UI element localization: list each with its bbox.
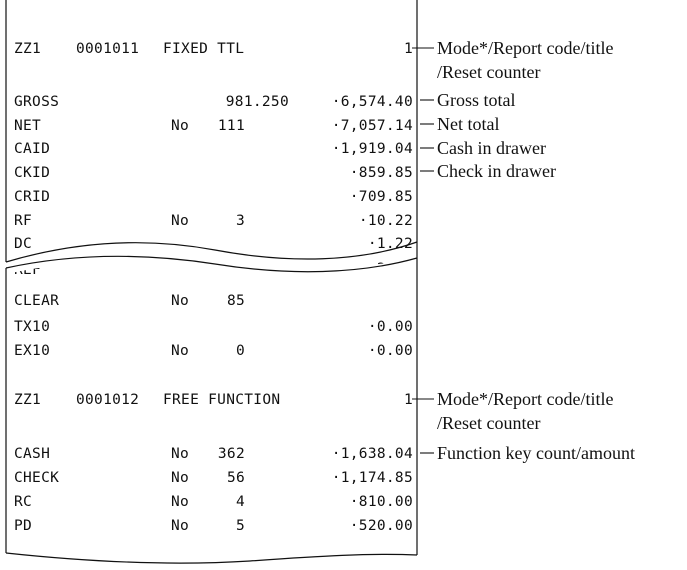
row-count: 981.250	[226, 94, 289, 110]
row-no: No	[171, 343, 189, 359]
report1-title: FIXED TTL	[163, 41, 244, 57]
report1-row-ex10: EX10 No 0 ·0.00	[14, 343, 413, 359]
annotation-header1-line2: /Reset counter	[437, 62, 540, 82]
row-amount: ·810.00	[350, 494, 413, 510]
row-count: 56	[227, 470, 245, 486]
row-label: CHECK	[14, 470, 59, 486]
report2-row-check: CHECK No 56 ·1,174.85	[14, 470, 413, 486]
row-label: CLEAR	[14, 293, 59, 309]
report2-reset-counter: 1	[404, 392, 413, 408]
annotations: Mode*/Report code/title /Reset counter G…	[437, 38, 635, 463]
report1-row-crid: CRID ·709.85	[14, 189, 413, 205]
annotation-net: Net total	[437, 114, 499, 134]
report2-mode: ZZ1	[14, 392, 41, 408]
row-no: No	[171, 293, 189, 309]
row-no: No	[171, 213, 189, 229]
report1-row-net: NET No 111 ·7,057.14	[14, 118, 413, 134]
report2-row-rc: RC No 4 ·810.00	[14, 494, 413, 510]
row-no: No	[171, 494, 189, 510]
report1-mode: ZZ1	[14, 41, 41, 57]
row-amount: ·520.00	[350, 518, 413, 534]
row-label: DC	[14, 236, 32, 252]
row-amount: ·1,919.04	[332, 141, 413, 157]
row-count: 362	[218, 446, 245, 462]
annotation-function: Function key count/amount	[437, 443, 635, 463]
row-amount: ·1,174.85	[332, 470, 413, 486]
report1-reset-counter: 1	[404, 41, 413, 57]
row-label: CAID	[14, 141, 50, 157]
report1-row-gross: GROSS 981.250 ·6,574.40	[14, 94, 413, 110]
annotation-header1-line1: Mode*/Report code/title	[437, 38, 613, 58]
report2-row-pd: PD No 5 ·520.00	[14, 518, 413, 534]
annotation-header2-line1: Mode*/Report code/title	[437, 389, 613, 409]
report1-row-rf: RF No 3 ·10.22	[14, 213, 413, 229]
row-label: NET	[14, 118, 41, 134]
cut-amount: ·2.42	[368, 261, 413, 277]
report1-code: 0001011	[76, 41, 139, 57]
row-amount: ·6,574.40	[332, 94, 413, 110]
row-amount: ·709.85	[350, 189, 413, 205]
cut-fragment-amount: ·2.42	[368, 261, 413, 277]
report1-row-ckid: CKID ·859.85	[14, 165, 413, 181]
row-no: No	[171, 518, 189, 534]
row-amount: ·7,057.14	[332, 118, 413, 134]
row-no: No	[171, 446, 189, 462]
row-amount: ·1,638.04	[332, 446, 413, 462]
row-amount: ·859.85	[350, 165, 413, 181]
row-count: 0	[236, 343, 245, 359]
row-label: RF	[14, 213, 32, 229]
report2-title: FREE FUNCTION	[163, 392, 280, 408]
row-count: 111	[218, 118, 245, 134]
row-label: RC	[14, 494, 32, 510]
row-count: 4	[236, 494, 245, 510]
annotation-header2-line2: /Reset counter	[437, 413, 540, 433]
row-count: 3	[236, 213, 245, 229]
row-label: PD	[14, 518, 32, 534]
row-amount: ·10.22	[359, 213, 413, 229]
row-label: TX10	[14, 319, 50, 335]
report1-row-clear: CLEAR No 85	[14, 293, 245, 309]
row-count: 5	[236, 518, 245, 534]
receipt-paper-lower	[5, 255, 418, 564]
report2-row-cash: CASH No 362 ·1,638.04	[14, 446, 413, 462]
annotation-gross: Gross total	[437, 90, 516, 110]
row-label: EX10	[14, 343, 50, 359]
row-no: No	[171, 470, 189, 486]
row-label: GROSS	[14, 94, 59, 110]
annotation-caid: Cash in drawer	[437, 138, 546, 158]
report1-row-caid: CAID ·1,919.04	[14, 141, 413, 157]
row-amount: ·0.00	[368, 343, 413, 359]
report2-header: ZZ1 0001012 FREE FUNCTION 1	[14, 392, 413, 408]
row-no: No	[171, 118, 189, 134]
row-label: CKID	[14, 165, 50, 181]
row-label: CASH	[14, 446, 50, 462]
report1-row-tx10: TX10 ·0.00	[14, 319, 413, 335]
report1-header: ZZ1 0001011 FIXED TTL 1	[14, 41, 413, 57]
annotation-ckid: Check in drawer	[437, 161, 556, 181]
row-amount: ·0.00	[368, 319, 413, 335]
row-count: 85	[227, 293, 245, 309]
leader-lines	[412, 47, 434, 454]
row-label: CRID	[14, 189, 50, 205]
report2-code: 0001012	[76, 392, 139, 408]
report1-row-dc: DC ·1.22	[14, 236, 413, 252]
row-amount: ·1.22	[368, 236, 413, 252]
receipt-paper-upper	[5, 0, 418, 263]
